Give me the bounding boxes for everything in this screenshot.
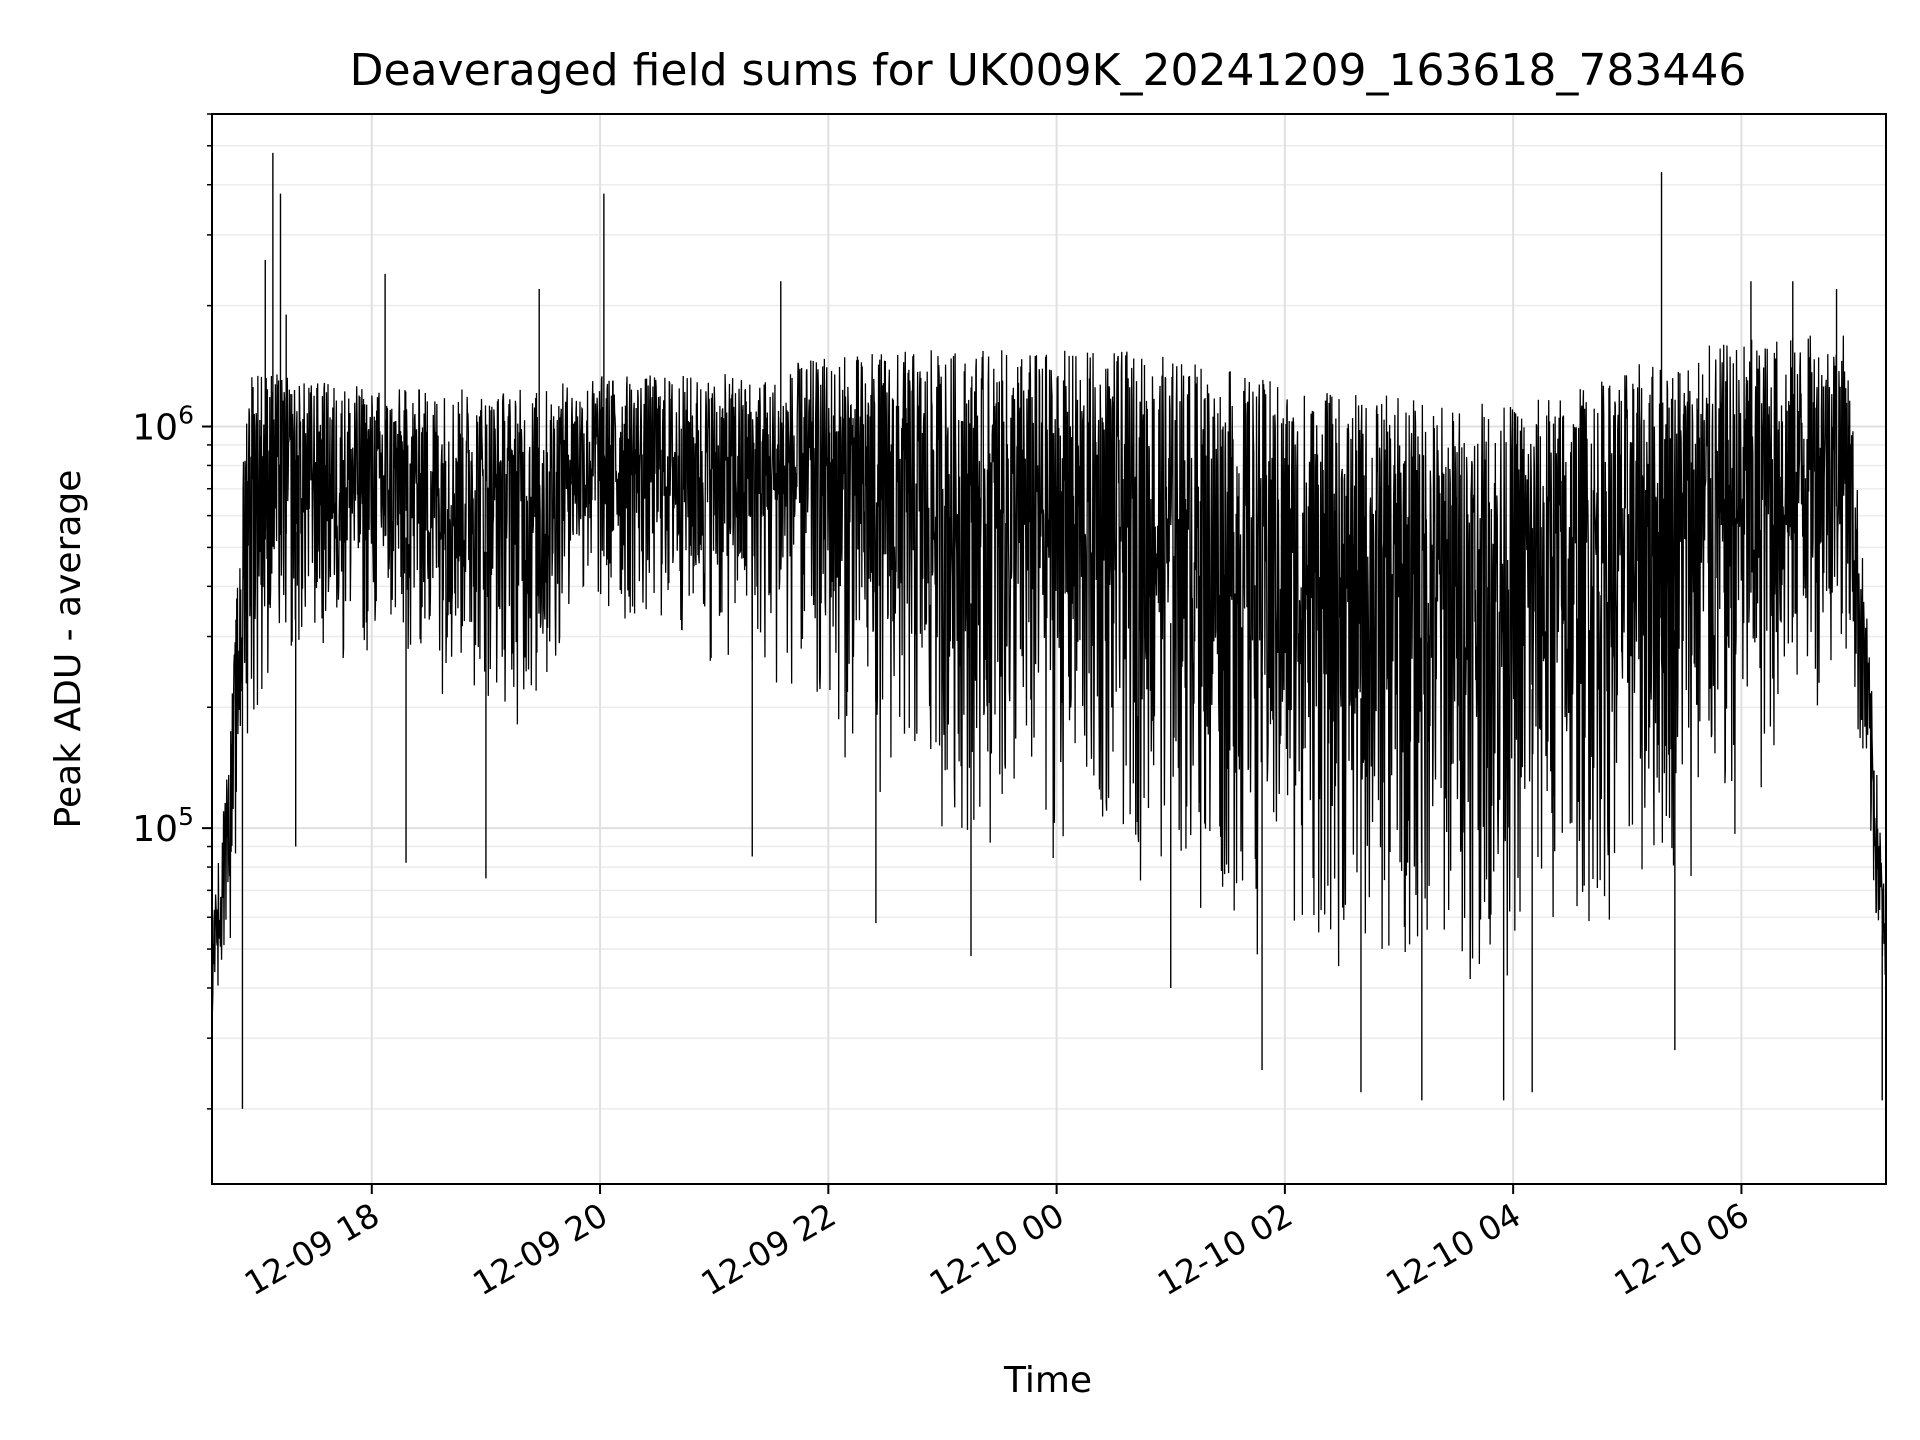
y-tick-label: 105 [132,802,194,850]
plot-frame [211,113,1887,1185]
series-line [212,335,1886,1012]
y-axis-label: Peak ADU - average [48,470,89,829]
x-axis-label: Time [1003,1360,1092,1401]
chart-title: Deaveraged field sums for UK009K_2024120… [350,45,1747,96]
y-tick-label: 106 [132,401,194,449]
spikes [241,152,1883,1109]
y-axis-ticks: 105 106 [132,113,212,1110]
